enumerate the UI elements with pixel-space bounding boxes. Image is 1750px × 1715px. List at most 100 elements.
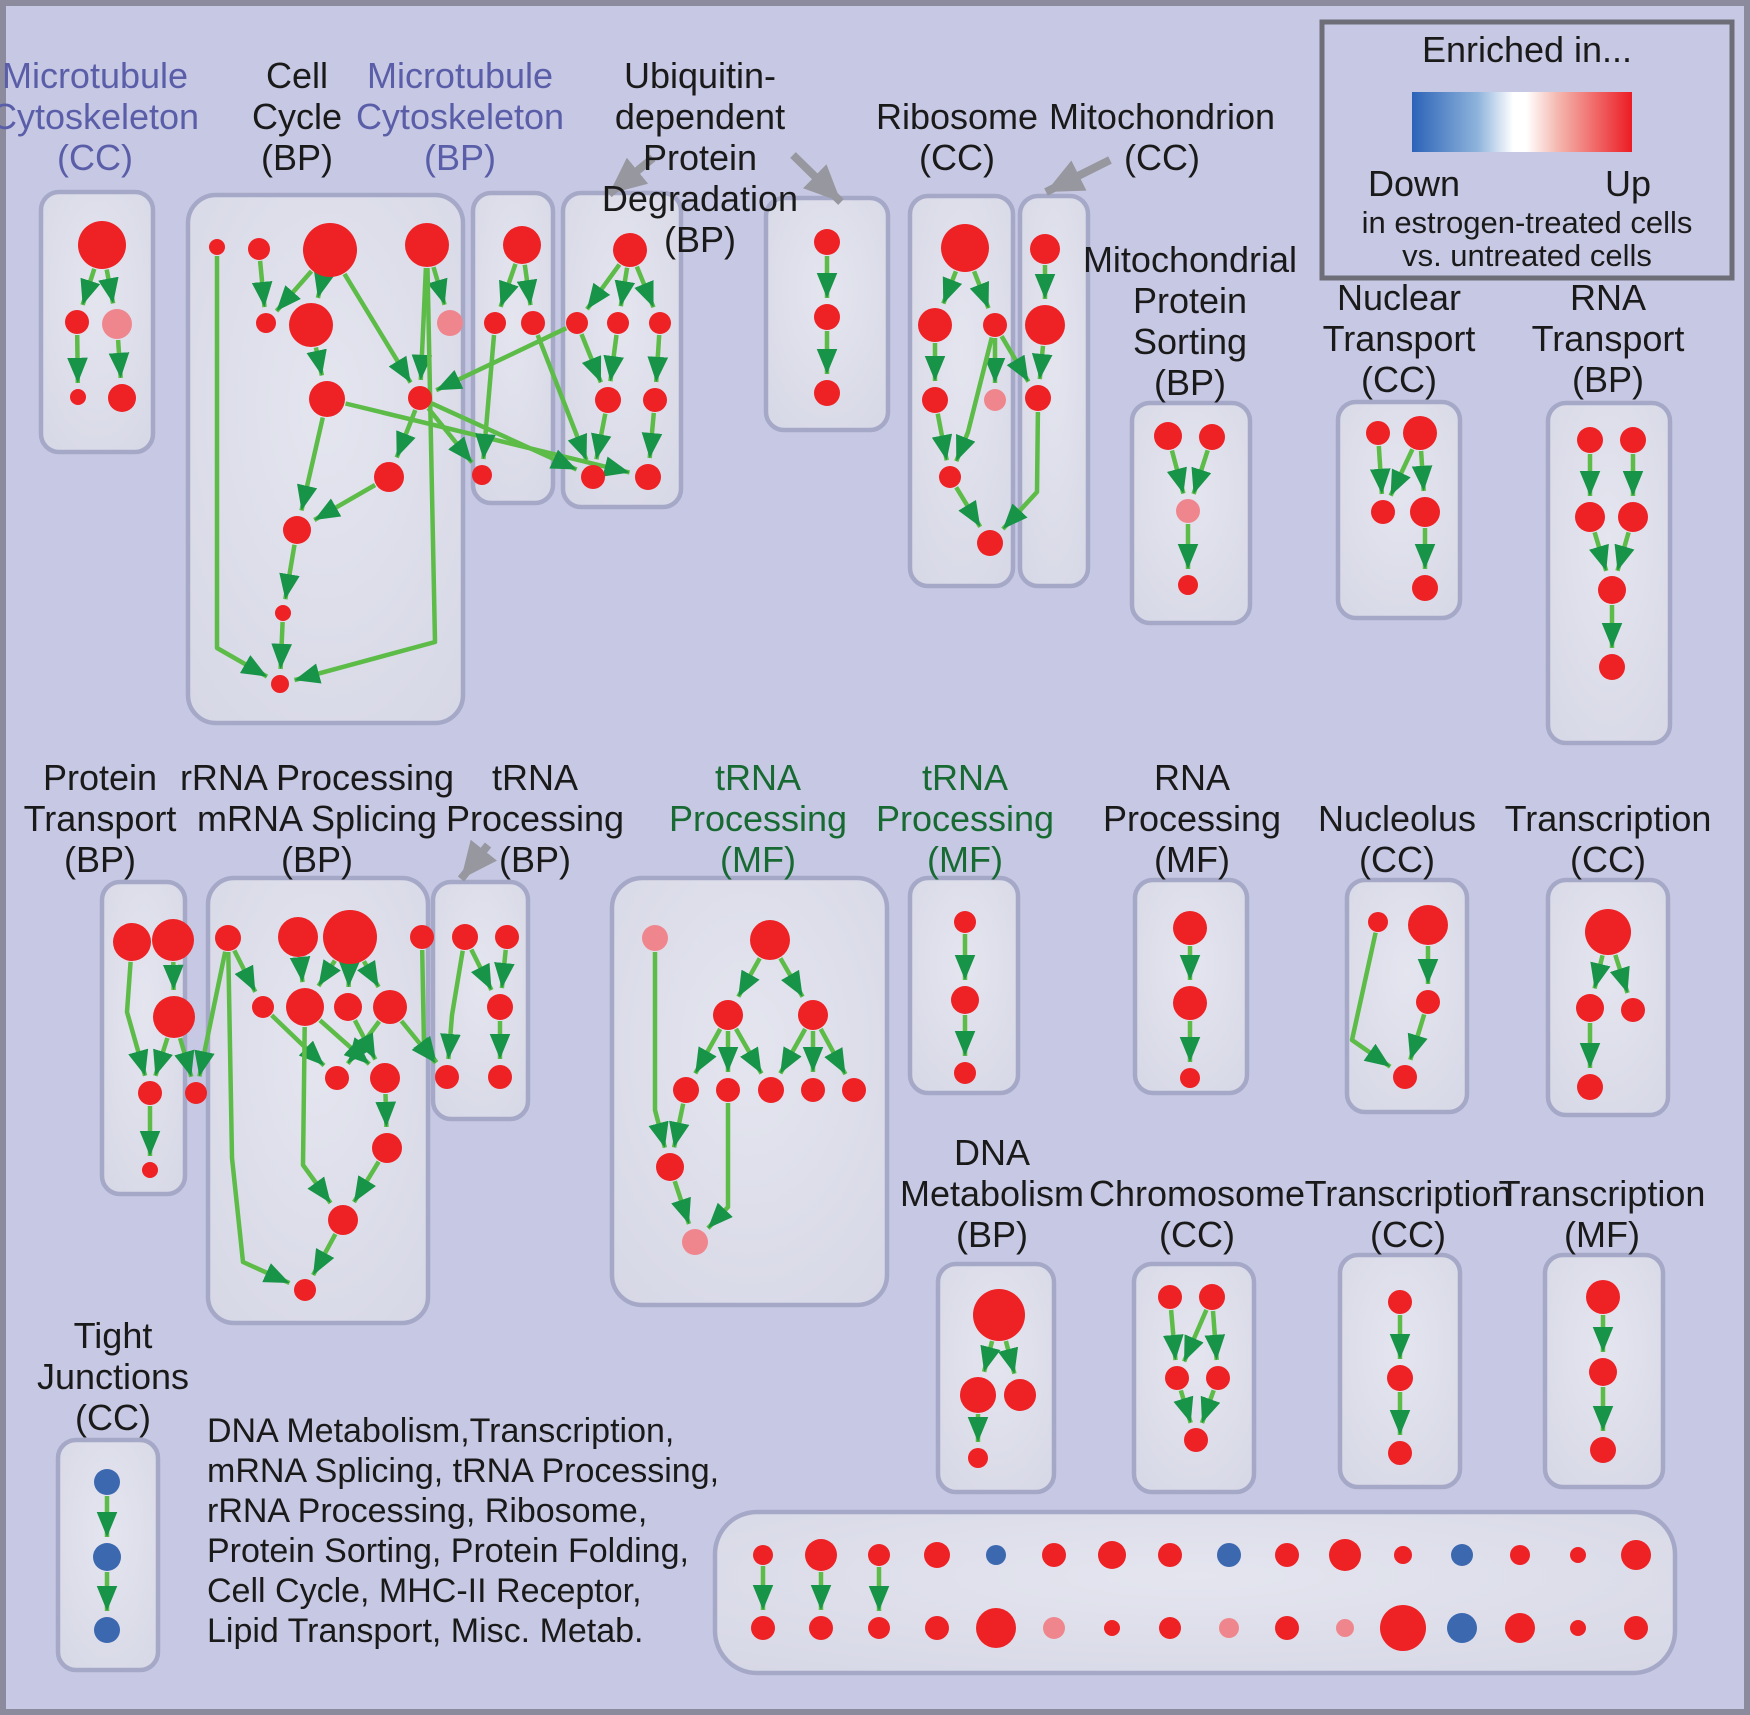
edge-d1-d3 <box>614 267 636 307</box>
node-j6 <box>1599 654 1625 680</box>
node-b7 <box>437 310 463 336</box>
node-l11 <box>372 1133 402 1163</box>
edge-c1-c2 <box>498 263 519 308</box>
node-x2b <box>809 1616 833 1640</box>
node-n7 <box>758 1077 784 1103</box>
group-box-protein-transport <box>99 879 188 1197</box>
label-rrna-mrna-line2: mRNA Splicing <box>197 798 437 839</box>
edge-f6-f7 <box>954 486 983 528</box>
node-c4 <box>472 465 492 485</box>
edge-s1-s3 <box>998 1340 1019 1375</box>
node-n4 <box>798 1000 828 1030</box>
node-x6b <box>1043 1617 1065 1639</box>
legend-subtitle-line1: in estrogen-treated cells <box>1362 205 1693 240</box>
node-x6t <box>1042 1543 1066 1567</box>
node-l7 <box>334 993 362 1021</box>
edge-t2-t4 <box>1204 1310 1226 1361</box>
node-n9 <box>842 1078 866 1102</box>
node-r2 <box>1576 994 1604 1022</box>
label-rna-transport-line2: Transport <box>1532 318 1685 359</box>
edge-l1-k5 <box>194 951 228 1077</box>
label-tight-junctions-line1: Tight <box>74 1315 153 1356</box>
node-q3 <box>1416 990 1440 1014</box>
node-l12 <box>328 1205 358 1235</box>
node-k5 <box>185 1082 207 1104</box>
group-box-chromosome <box>1131 1261 1257 1495</box>
label-cell-cycle-line1: Cell <box>266 55 328 96</box>
node-o3 <box>954 1062 976 1084</box>
node-d7 <box>581 465 605 489</box>
edge-s1-s2 <box>980 1340 1001 1373</box>
node-x3t <box>868 1544 890 1566</box>
group-box-shared-misc <box>712 1509 1678 1676</box>
node-a5 <box>108 384 136 412</box>
edge-q1-q4 <box>1349 932 1392 1069</box>
edge-b9-c4 <box>426 406 474 464</box>
edge-k3-k5 <box>174 1037 195 1078</box>
edge-d2-d5 <box>579 333 603 384</box>
label-nuclear-transport-line2: Transport <box>1323 318 1476 359</box>
node-j5 <box>1598 576 1626 604</box>
misc-terms-text-line2: mRNA Splicing, tRNA Processing, <box>207 1452 719 1490</box>
node-j2 <box>1620 427 1646 453</box>
node-w3 <box>94 1617 120 1643</box>
group-box-transcription-cc-1 <box>1545 877 1671 1118</box>
label-rrna-mrna-line1: rRNA Processing <box>180 757 454 798</box>
edge-d4-d6 <box>647 334 669 383</box>
label-microtubule-bp-line1: Microtubule <box>367 55 553 96</box>
edge-n4-n9 <box>818 1027 848 1076</box>
edge-m1-m4 <box>440 950 465 1060</box>
node-e3 <box>814 380 840 406</box>
node-i1 <box>1366 421 1390 445</box>
node-a3 <box>102 309 132 339</box>
node-p2 <box>1173 986 1207 1020</box>
node-o2 <box>951 986 979 1014</box>
label-microtubule-cc-line2: Cytoskeleton <box>0 96 199 137</box>
node-b4 <box>405 223 449 267</box>
legend-up-label: Up <box>1605 163 1651 204</box>
node-s4 <box>968 1448 988 1468</box>
node-p3 <box>1180 1068 1200 1088</box>
edge-b10-b11 <box>313 483 377 522</box>
node-k2 <box>152 919 194 961</box>
edge-l12-l13 <box>311 1233 338 1277</box>
misc-terms-text-line1: DNA Metabolism,Transcription, <box>207 1412 674 1450</box>
node-k4 <box>138 1081 162 1105</box>
node-x15t <box>1570 1547 1586 1563</box>
label-protein-transport-line3: (BP) <box>64 839 136 880</box>
label-rna-processing-mf-line1: RNA <box>1154 757 1230 798</box>
node-x4t <box>924 1542 950 1568</box>
edge-d1-d2 <box>585 263 622 311</box>
node-k1 <box>113 923 151 961</box>
node-x9t <box>1217 1543 1241 1567</box>
edge-l10-l11 <box>375 1093 397 1128</box>
label-ubiquitin-degradation-line1: Ubiquitin- <box>624 55 776 96</box>
edge-l11-l12 <box>352 1160 381 1204</box>
node-h1 <box>1154 422 1182 450</box>
node-d6 <box>643 388 667 412</box>
node-b6 <box>289 303 333 347</box>
node-b2 <box>248 238 270 260</box>
label-ubiquitin-degradation-line3: Protein <box>643 137 757 178</box>
label-trna-mf-2-line1: tRNA <box>922 757 1008 798</box>
node-l10 <box>370 1063 400 1093</box>
node-v1 <box>1586 1280 1620 1314</box>
edge-i2-i4 <box>1411 450 1433 492</box>
edge-c2-c4 <box>475 334 497 460</box>
edge-a1-a2 <box>80 268 101 306</box>
node-m4 <box>435 1065 459 1089</box>
node-i3 <box>1371 500 1395 524</box>
edge-l3-l7 <box>338 961 360 988</box>
node-c3 <box>521 311 545 335</box>
label-ubiquitin-degradation-line5: (BP) <box>664 219 736 260</box>
edge-b3-b6 <box>313 270 335 299</box>
node-l2 <box>278 917 318 957</box>
label-protein-transport-line2: Transport <box>24 798 177 839</box>
node-e1 <box>814 229 840 255</box>
node-x16b <box>1624 1616 1648 1640</box>
pointer-arrow-trna-bp-to-box <box>457 839 498 882</box>
label-tight-junctions-line3: (CC) <box>75 1397 151 1438</box>
label-transcription-mf-line2: (MF) <box>1564 1214 1640 1255</box>
misc-terms-text-line3: rRNA Processing, Ribosome, <box>207 1492 647 1530</box>
